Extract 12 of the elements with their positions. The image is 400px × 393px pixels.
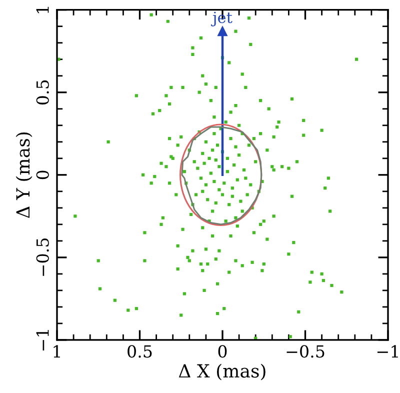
x-tick-label: 1: [54, 345, 60, 358]
x-tick-label: 0: [218, 345, 227, 358]
y-tick-label: 0: [36, 170, 49, 180]
y-tick-label: 0.5: [36, 80, 49, 105]
x-tick-label: 0.5: [128, 345, 152, 358]
y-tick-label: −0.5: [36, 238, 49, 276]
annotation: jet: [211, 12, 232, 26]
x-axis-title: Δ X (mas): [178, 364, 266, 380]
y-tick-label: 1: [36, 6, 49, 14]
x-tick-label: −0.5: [286, 345, 324, 358]
y-axis-title: Δ Y (mas): [16, 132, 32, 218]
x-tick-label: −1: [377, 345, 398, 358]
